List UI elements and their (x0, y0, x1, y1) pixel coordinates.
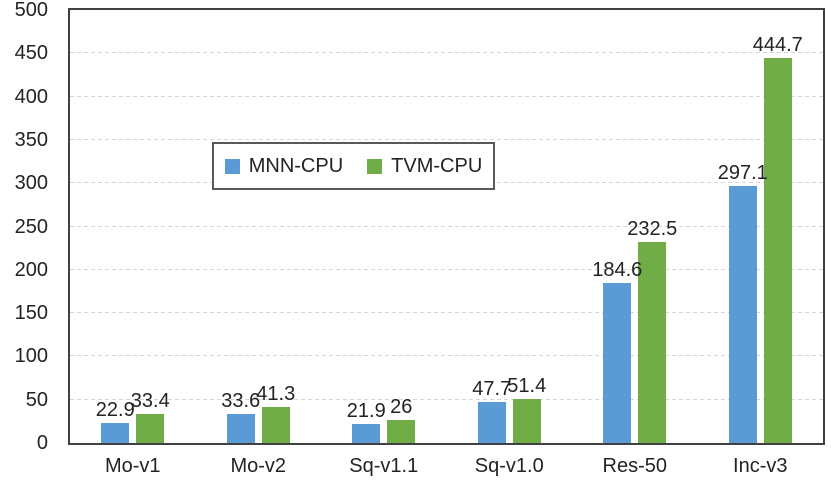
gridline-100 (70, 355, 823, 357)
y-tick-500: 500 (14, 0, 48, 21)
legend-label-tvm-cpu: TVM-CPU (391, 155, 483, 177)
value-label-mnn-cpu-sq-v1.0: 47.7 (472, 377, 512, 400)
y-tick-200: 200 (14, 258, 48, 281)
gridline-400 (70, 95, 823, 97)
value-label-mnn-cpu-mo-v2: 33.6 (221, 389, 261, 412)
bar-mnn-cpu-sq-v1.1 (352, 424, 381, 443)
value-label-mnn-cpu-mo-v1: 22.9 (95, 399, 135, 422)
value-label-mnn-cpu-res-50: 184.6 (592, 259, 643, 282)
bar-tvm-cpu-res-50 (638, 241, 667, 443)
value-label-tvm-cpu-sq-v1.0: 51.4 (507, 374, 547, 397)
bar-tvm-cpu-sq-v1.0 (512, 398, 541, 443)
bar-tvm-cpu-mo-v2 (261, 407, 290, 443)
bar-mnn-cpu-sq-v1.0 (477, 401, 506, 443)
bar-tvm-cpu-mo-v1 (136, 414, 165, 443)
x-label-sq-v1.1: Sq-v1.1 (349, 455, 419, 477)
gridline-150 (70, 312, 823, 314)
value-label-mnn-cpu-sq-v1.1: 21.9 (346, 400, 386, 423)
value-label-tvm-cpu-sq-v1.1: 26 (390, 396, 413, 419)
legend-item-tvm-cpu: TVM-CPU (367, 155, 482, 177)
gridline-200 (70, 268, 823, 270)
y-tick-0: 0 (36, 432, 48, 454)
gridline-450 (70, 52, 823, 54)
gridline-50 (70, 398, 823, 400)
bar-tvm-cpu-inc-v3 (763, 57, 792, 443)
y-tick-50: 50 (25, 388, 48, 411)
bar-tvm-cpu-sq-v1.1 (387, 420, 416, 443)
bar-mnn-cpu-inc-v3 (728, 185, 757, 443)
y-tick-250: 250 (14, 215, 48, 238)
y-tick-350: 350 (14, 128, 48, 151)
y-tick-400: 400 (14, 85, 48, 108)
legend-label-mnn-cpu: MNN-CPU (248, 155, 344, 177)
legend-swatch-mnn-cpu (224, 158, 240, 174)
y-tick-300: 300 (14, 172, 48, 195)
y-tick-450: 450 (14, 42, 48, 65)
value-label-tvm-cpu-res-50: 232.5 (627, 217, 678, 240)
x-label-mo-v2: Mo-v2 (230, 455, 287, 477)
bar-mnn-cpu-mo-v2 (226, 413, 255, 443)
legend-swatch-tvm-cpu (367, 158, 383, 174)
value-label-tvm-cpu-mo-v1: 33.4 (130, 390, 170, 413)
value-label-tvm-cpu-inc-v3: 444.7 (752, 33, 803, 56)
x-label-sq-v1.0: Sq-v1.0 (474, 455, 544, 477)
y-tick-100: 100 (14, 345, 48, 368)
value-label-tvm-cpu-mo-v2: 41.3 (256, 383, 296, 406)
x-label-res-50: Res-50 (602, 455, 667, 477)
value-label-mnn-cpu-inc-v3: 297.1 (717, 161, 768, 184)
x-label-mo-v1: Mo-v1 (104, 455, 161, 477)
x-label-inc-v3: Inc-v3 (733, 455, 788, 477)
bar-mnn-cpu-res-50 (603, 283, 632, 443)
y-tick-150: 150 (14, 302, 48, 325)
legend: MNN-CPU TVM-CPU (212, 142, 495, 190)
gridline-350 (70, 138, 823, 140)
plot-area: 22.9 33.4 33.6 41.3 21.9 26 47.7 51.4 184.6 232.5… (68, 8, 825, 445)
gridline-250 (70, 225, 823, 227)
legend-item-mnn-cpu: MNN-CPU (224, 155, 344, 177)
bar-mnn-cpu-mo-v1 (101, 423, 130, 443)
